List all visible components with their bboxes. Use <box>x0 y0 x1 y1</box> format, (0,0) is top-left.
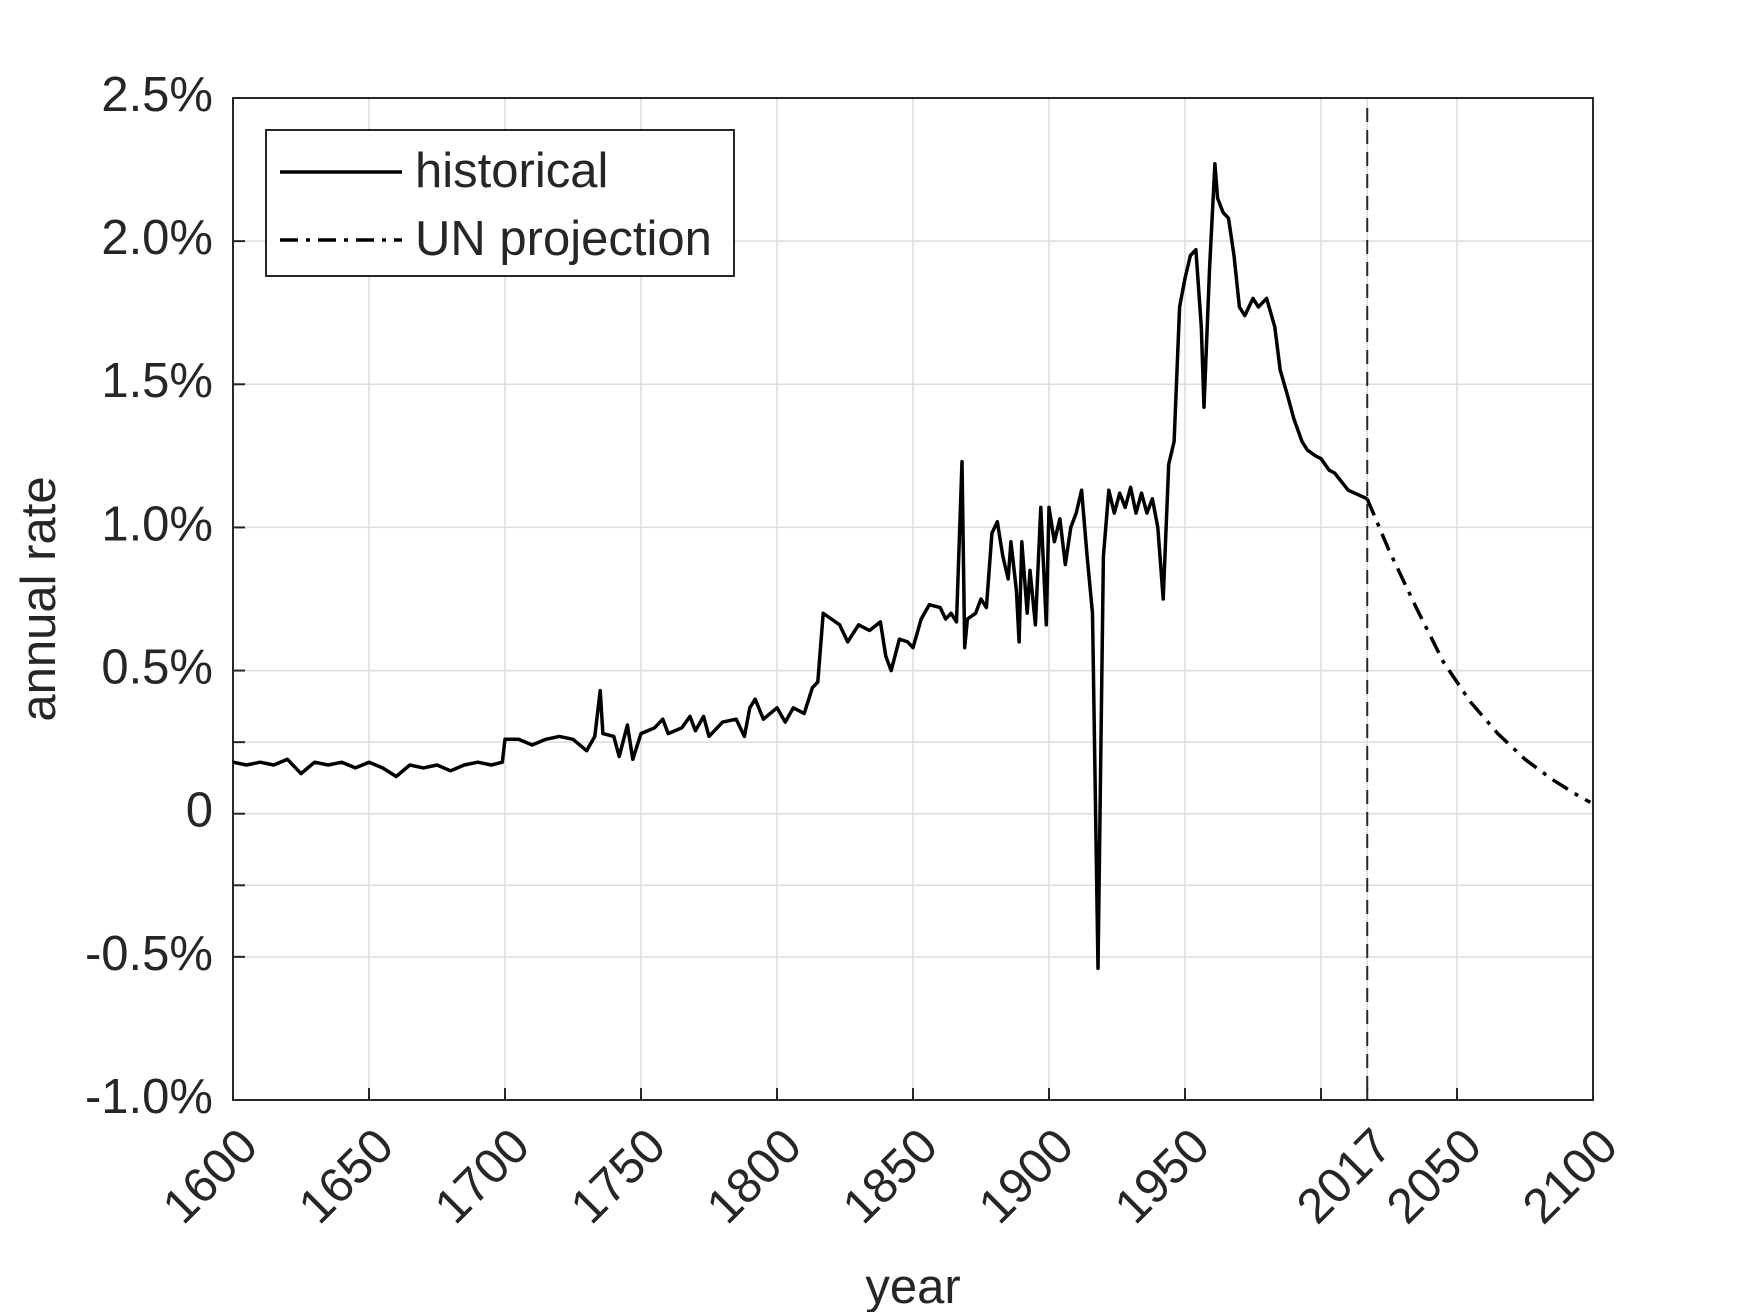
data-line <box>1365 498 1592 804</box>
data-line <box>232 162 1368 971</box>
x-tick-label: 1750 <box>561 1119 676 1234</box>
x-tick-label: 1850 <box>833 1119 948 1234</box>
legend-box <box>265 129 735 277</box>
x-tick-label: 1650 <box>289 1119 404 1234</box>
x-tick-label: 1900 <box>969 1119 1084 1234</box>
y-axis-label: annual rate <box>12 476 66 721</box>
x-tick-label: 2050 <box>1377 1119 1492 1234</box>
x-axis-label: year <box>865 1260 960 1312</box>
x-tick-label: 1700 <box>425 1119 540 1234</box>
x-tick-label: 1600 <box>153 1119 268 1234</box>
x-tick-label: 1800 <box>697 1119 812 1234</box>
y-tick-label: -0.5% <box>85 927 213 981</box>
legend-label: UN projection <box>415 212 712 266</box>
y-tick-label: 2.0% <box>101 211 213 265</box>
y-tick-label: 1.5% <box>101 354 213 408</box>
x-tick-label: 2017 <box>1287 1119 1402 1234</box>
x-tick-label: 1950 <box>1105 1119 1220 1234</box>
y-tick-label: 0 <box>186 784 213 838</box>
y-tick-label: 2.5% <box>101 68 213 122</box>
x-tick-label: 2100 <box>1513 1119 1628 1234</box>
plot-frame <box>232 97 1594 1101</box>
y-tick-label: 1.0% <box>101 497 213 551</box>
y-tick-label: -1.0% <box>85 1070 213 1124</box>
y-tick-label: 0.5% <box>101 641 213 695</box>
legend-label: historical <box>415 144 608 198</box>
